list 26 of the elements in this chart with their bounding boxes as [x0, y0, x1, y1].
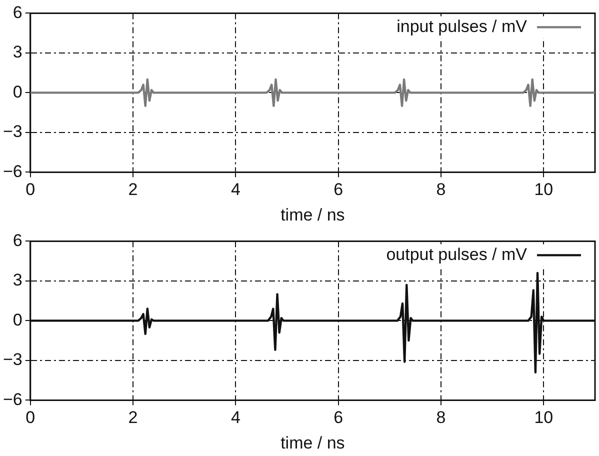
- y-tick-label: 3: [12, 42, 22, 62]
- y-tick-label: 3: [12, 270, 22, 290]
- x-axis-title: time / ns: [280, 205, 345, 224]
- x-axis-title: time / ns: [280, 433, 345, 452]
- x-tick-label: 0: [26, 180, 36, 200]
- y-tick-label: −3: [2, 350, 22, 370]
- y-tick-label: 6: [12, 230, 22, 250]
- y-tick-label: −3: [2, 122, 22, 142]
- legend-label: input pulses / mV: [396, 16, 528, 36]
- x-tick-label: 10: [534, 408, 554, 428]
- x-tick-label: 8: [436, 408, 446, 428]
- x-tick-label: 0: [26, 408, 36, 428]
- x-tick-label: 2: [128, 408, 138, 428]
- x-tick-label: 2: [128, 180, 138, 200]
- y-tick-label: −6: [2, 390, 22, 409]
- x-tick-label: 8: [436, 180, 446, 200]
- y-tick-label: 6: [12, 2, 22, 22]
- x-tick-label: 4: [230, 180, 240, 200]
- x-tick-label: 6: [334, 180, 344, 200]
- y-tick-label: −6: [2, 162, 22, 181]
- x-tick-label: 6: [334, 408, 344, 428]
- y-tick-label: 0: [12, 82, 22, 102]
- legend-label: output pulses / mV: [386, 244, 528, 264]
- y-tick-label: 0: [12, 310, 22, 330]
- x-tick-label: 4: [230, 408, 240, 428]
- x-tick-label: 10: [534, 180, 554, 200]
